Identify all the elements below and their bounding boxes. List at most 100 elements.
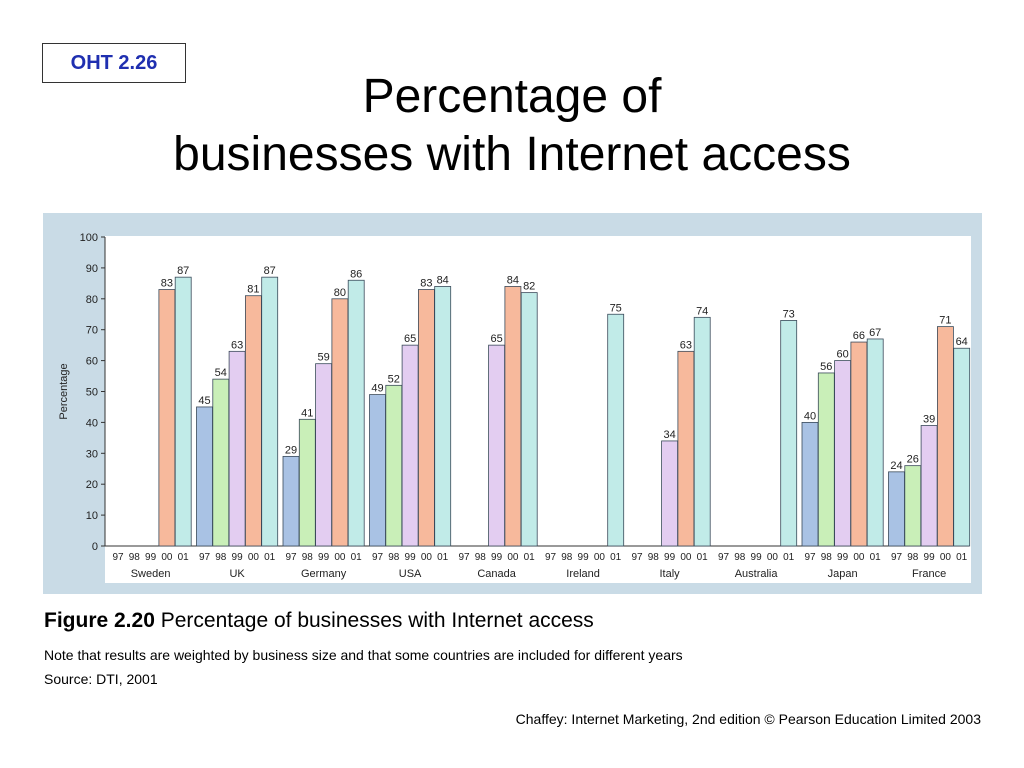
figure-caption-text: Percentage of businesses with Internet a… (160, 609, 594, 632)
data-label: 59 (317, 352, 329, 364)
data-label: 54 (215, 367, 227, 379)
bar (953, 347, 971, 547)
data-label: 81 (247, 284, 259, 296)
data-label: 40 (804, 410, 816, 422)
data-label: 67 (869, 327, 881, 339)
data-label: 63 (231, 339, 243, 351)
y-tick-label: 100 (80, 232, 98, 244)
bar (888, 471, 905, 547)
bar (315, 363, 333, 547)
bar (937, 326, 954, 547)
y-tick-label: 90 (86, 263, 98, 275)
data-label: 86 (350, 268, 362, 280)
bar (261, 276, 279, 547)
x-tick-label: 99 (145, 552, 157, 563)
y-tick-label: 60 (86, 356, 98, 368)
data-label: 75 (610, 302, 622, 314)
bar (693, 316, 711, 547)
x-tick-label: 01 (524, 552, 536, 563)
x-tick-label: 97 (631, 552, 643, 563)
category-label: Sweden (131, 568, 171, 580)
y-tick-label: 80 (86, 294, 98, 306)
category-label: Japan (828, 568, 858, 580)
data-label: 84 (437, 274, 449, 286)
slide-title: Percentage of businesses with Internet a… (0, 68, 1024, 184)
data-label: 87 (264, 265, 276, 277)
x-tick-label: 98 (475, 552, 487, 563)
chart-panel: 0 10 20 30 40 50 60 70 80 90 100 Percentage 97 98 99 00… (43, 213, 982, 594)
x-tick-label: 00 (507, 552, 519, 563)
bar (347, 279, 365, 547)
data-label: 84 (507, 274, 519, 286)
data-label: 34 (663, 429, 675, 441)
x-tick-label: 99 (405, 552, 417, 563)
data-label: 80 (334, 287, 346, 299)
category-label: Italy (660, 568, 681, 580)
slide-label: OHT 2.26 (42, 43, 186, 83)
bar (817, 372, 835, 547)
x-tick-label: 97 (545, 552, 557, 563)
data-label: 39 (923, 413, 935, 425)
data-label: 64 (956, 336, 968, 348)
x-tick-label: 99 (232, 552, 244, 563)
data-label: 73 (783, 308, 795, 320)
x-tick-label: 99 (664, 552, 676, 563)
x-tick-label: 99 (837, 552, 849, 563)
data-label: 29 (285, 444, 297, 456)
x-tick-label: 98 (302, 552, 314, 563)
category-label: UK (229, 568, 245, 580)
bar (401, 344, 419, 547)
data-label: 74 (696, 305, 708, 317)
category-label: Canada (477, 568, 516, 580)
x-tick-label: 00 (940, 552, 952, 563)
x-tick-label: 97 (458, 552, 470, 563)
data-label: 65 (404, 333, 416, 345)
data-label: 71 (939, 315, 951, 327)
bar (866, 338, 884, 547)
figure-note: Note that results are weighted by busine… (44, 647, 683, 663)
data-label: 26 (907, 454, 919, 466)
x-tick-label: 98 (821, 552, 833, 563)
x-tick-label: 00 (594, 552, 606, 563)
bar (801, 421, 819, 547)
figure-source: Source: DTI, 2001 (44, 671, 158, 687)
title-line-1: Percentage of (362, 70, 662, 123)
bar (385, 384, 403, 547)
x-tick-label: 98 (561, 552, 573, 563)
bar (488, 344, 506, 547)
x-tick-label: 99 (751, 552, 763, 563)
x-tick-label: 98 (388, 552, 400, 563)
x-tick-label: 98 (129, 552, 141, 563)
x-tick-label: 97 (199, 552, 211, 563)
bar (920, 425, 938, 547)
y-tick-label: 0 (92, 541, 98, 553)
data-label: 83 (161, 278, 173, 290)
data-label: 60 (836, 349, 848, 361)
bar (174, 276, 192, 547)
bar (661, 440, 678, 547)
data-label: 24 (890, 460, 902, 472)
x-tick-label: 98 (648, 552, 660, 563)
x-tick-label: 00 (767, 552, 779, 563)
bar (212, 378, 230, 547)
y-tick-label: 30 (86, 448, 98, 460)
data-label: 83 (420, 278, 432, 290)
bar (850, 341, 868, 547)
x-tick-label: 00 (334, 552, 346, 563)
category-label: Ireland (566, 568, 600, 580)
x-tick-label: 98 (907, 552, 919, 563)
x-tick-label: 97 (112, 552, 124, 563)
x-tick-label: 01 (697, 552, 709, 563)
x-tick-label: 01 (870, 552, 882, 563)
x-tick-label: 99 (318, 552, 330, 563)
bar (904, 465, 922, 547)
bar (331, 298, 349, 547)
x-tick-label: 01 (956, 552, 968, 563)
bar (677, 350, 695, 547)
x-tick-label: 97 (372, 552, 384, 563)
data-label: 63 (680, 339, 692, 351)
data-label: 41 (301, 407, 313, 419)
y-tick-label: 50 (86, 387, 98, 399)
data-label: 66 (853, 330, 865, 342)
bar (196, 406, 213, 547)
